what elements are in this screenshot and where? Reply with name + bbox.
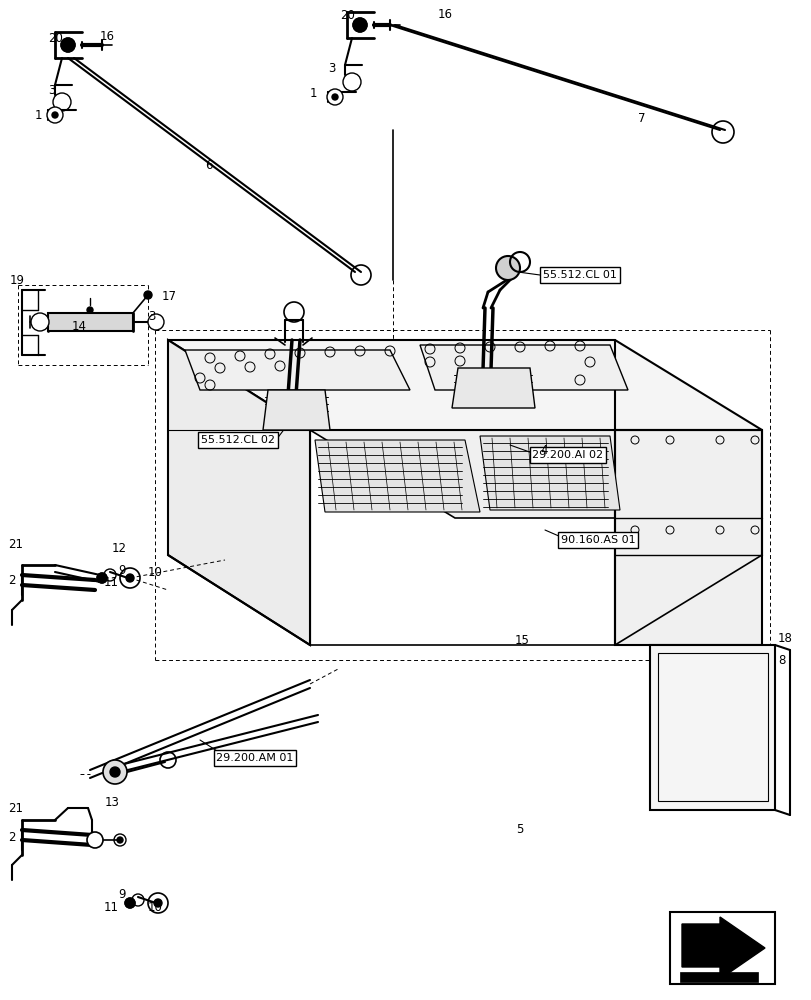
- Circle shape: [97, 573, 107, 583]
- Text: 29.200.AM 01: 29.200.AM 01: [216, 753, 294, 763]
- Text: 13: 13: [105, 795, 120, 808]
- Polygon shape: [168, 340, 761, 430]
- Circle shape: [144, 291, 152, 299]
- Circle shape: [353, 18, 367, 32]
- Polygon shape: [479, 436, 620, 510]
- Polygon shape: [614, 430, 761, 645]
- Text: 11: 11: [104, 901, 119, 914]
- Text: 1: 1: [35, 109, 42, 122]
- Text: 1: 1: [310, 87, 317, 100]
- Text: 55.512.CL 02: 55.512.CL 02: [201, 435, 275, 445]
- Text: 16: 16: [437, 8, 453, 21]
- Text: 3: 3: [148, 310, 155, 322]
- Circle shape: [117, 837, 122, 843]
- Text: 21: 21: [8, 801, 23, 814]
- Text: 55.512.CL 01: 55.512.CL 01: [543, 270, 616, 280]
- Circle shape: [31, 313, 49, 331]
- Text: 2: 2: [8, 574, 15, 586]
- Text: 5: 5: [515, 823, 523, 836]
- Text: 12: 12: [112, 542, 127, 554]
- Text: 15: 15: [514, 634, 530, 646]
- Polygon shape: [168, 340, 310, 645]
- Circle shape: [61, 38, 75, 52]
- Polygon shape: [649, 645, 774, 810]
- Polygon shape: [315, 440, 479, 512]
- Circle shape: [148, 314, 164, 330]
- Text: 9: 9: [118, 888, 126, 902]
- Circle shape: [97, 573, 107, 583]
- Bar: [48, 313, 133, 331]
- Text: 7: 7: [637, 112, 645, 125]
- Text: 18: 18: [777, 632, 792, 644]
- Text: 10: 10: [148, 566, 163, 578]
- Circle shape: [496, 256, 519, 280]
- Polygon shape: [263, 390, 329, 430]
- Text: 3: 3: [328, 62, 335, 75]
- Polygon shape: [419, 345, 627, 390]
- Text: 9: 9: [118, 564, 126, 576]
- Circle shape: [109, 767, 120, 777]
- Circle shape: [103, 760, 127, 784]
- Text: 3: 3: [48, 84, 55, 97]
- Text: 16: 16: [100, 30, 115, 43]
- Circle shape: [126, 574, 134, 582]
- Circle shape: [61, 38, 75, 52]
- Circle shape: [87, 832, 103, 848]
- Text: 21: 21: [8, 538, 23, 552]
- Text: 20: 20: [48, 32, 62, 45]
- Circle shape: [332, 94, 337, 100]
- Text: 6: 6: [204, 159, 212, 172]
- Text: 10: 10: [148, 901, 163, 914]
- Circle shape: [47, 107, 63, 123]
- Text: 4: 4: [539, 444, 547, 456]
- Text: 17: 17: [162, 290, 177, 302]
- Polygon shape: [185, 350, 410, 390]
- Circle shape: [327, 89, 342, 105]
- Text: 2: 2: [8, 831, 15, 844]
- Text: 11: 11: [104, 576, 119, 588]
- Text: 14: 14: [72, 320, 87, 332]
- Text: 8: 8: [777, 654, 784, 666]
- Circle shape: [154, 899, 162, 907]
- Circle shape: [125, 898, 135, 908]
- Text: 19: 19: [10, 273, 25, 286]
- Circle shape: [353, 18, 367, 32]
- Circle shape: [125, 898, 135, 908]
- Circle shape: [87, 307, 93, 313]
- Text: 90.160.AS 01: 90.160.AS 01: [560, 535, 634, 545]
- Text: 29.200.AI 02: 29.200.AI 02: [532, 450, 603, 460]
- Polygon shape: [452, 368, 534, 408]
- Polygon shape: [679, 972, 757, 982]
- Bar: [657, 653, 767, 801]
- Polygon shape: [310, 430, 761, 518]
- Circle shape: [52, 112, 58, 118]
- Text: 20: 20: [340, 9, 354, 22]
- Bar: [669, 912, 774, 984]
- Polygon shape: [681, 917, 764, 979]
